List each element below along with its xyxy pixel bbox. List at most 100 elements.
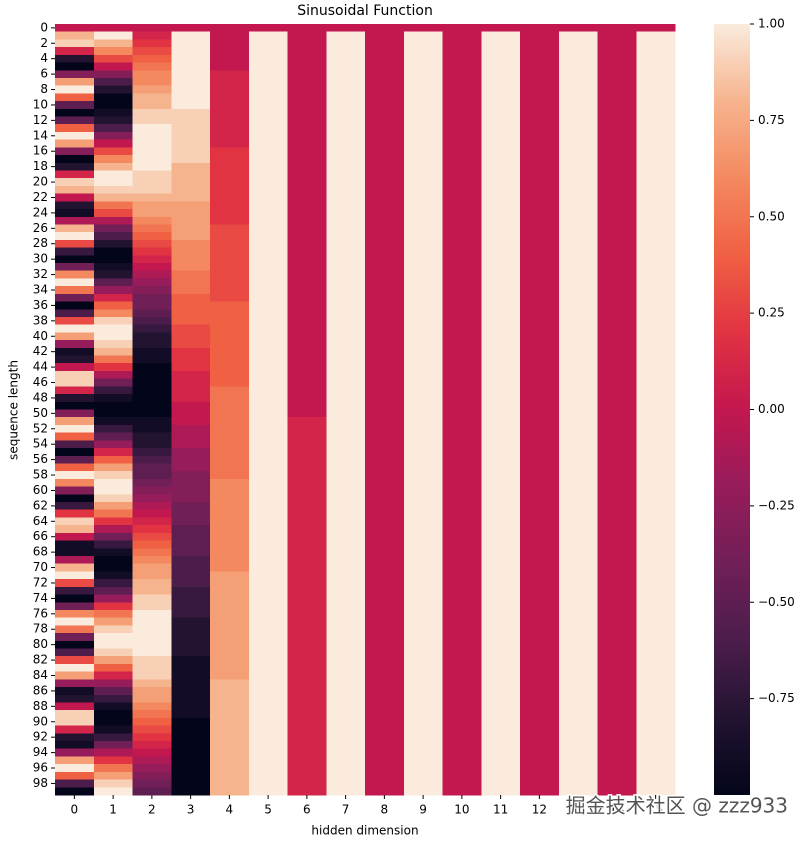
cell	[171, 525, 211, 534]
y-tick-label: 46	[33, 375, 48, 389]
cell	[55, 54, 95, 64]
cell	[403, 455, 444, 465]
cell	[597, 463, 637, 472]
cell	[558, 232, 599, 241]
cell	[558, 756, 599, 765]
cell	[403, 178, 444, 187]
cell	[132, 24, 172, 33]
cell	[558, 586, 599, 596]
cell	[520, 170, 560, 179]
cell	[365, 671, 405, 680]
cell	[520, 131, 560, 141]
cell	[132, 640, 172, 650]
cell	[248, 594, 289, 603]
cell	[481, 378, 521, 387]
cell	[287, 640, 327, 650]
cell	[481, 625, 521, 634]
cell	[365, 756, 405, 765]
cell	[558, 463, 599, 472]
cell	[403, 316, 444, 326]
cell	[326, 232, 366, 241]
cell	[55, 617, 95, 626]
axes: 0 1 2 3 4 5 6 7 8 9 10 11 12 13 14 15024681012141618202…	[33, 17, 795, 817]
cell	[171, 309, 211, 318]
cell	[442, 540, 482, 549]
cell	[403, 224, 444, 233]
cell	[365, 232, 405, 241]
cell	[93, 725, 134, 734]
cell	[365, 663, 405, 673]
cell	[597, 162, 637, 172]
cell	[248, 571, 289, 580]
cell	[132, 185, 172, 195]
cell	[481, 563, 521, 573]
cell	[365, 116, 405, 125]
cell	[597, 748, 637, 758]
cell	[132, 77, 172, 87]
cell	[132, 609, 172, 619]
cell	[481, 24, 521, 33]
cell	[636, 301, 676, 310]
cell	[403, 70, 444, 79]
cell	[55, 201, 95, 210]
x-tick-label: 7	[342, 803, 350, 817]
cell	[558, 39, 599, 48]
cell	[520, 787, 560, 796]
cell	[636, 47, 676, 56]
cell	[326, 478, 366, 488]
cell	[287, 710, 327, 719]
cell	[55, 594, 95, 603]
cell	[520, 455, 560, 465]
cell	[55, 232, 95, 241]
cell	[210, 471, 250, 480]
cell	[93, 201, 134, 210]
cell	[93, 394, 134, 403]
cell	[442, 340, 482, 349]
cell	[287, 409, 327, 418]
cell	[520, 602, 560, 611]
cell	[520, 609, 560, 619]
cell	[558, 417, 599, 426]
cell	[93, 409, 134, 418]
cell	[55, 409, 95, 418]
cell	[365, 725, 405, 734]
cell	[365, 77, 405, 87]
cell	[326, 309, 366, 318]
x-tick-label: 4	[226, 803, 234, 817]
cell	[132, 417, 172, 426]
cell	[597, 625, 637, 634]
cell	[558, 687, 599, 696]
cell	[520, 224, 560, 233]
cell	[558, 710, 599, 719]
cell	[171, 247, 211, 256]
cell	[597, 548, 637, 557]
cell	[442, 671, 482, 680]
cell	[520, 116, 560, 125]
cell	[171, 209, 211, 218]
cell	[597, 108, 637, 118]
cell	[210, 185, 250, 195]
cell	[55, 263, 95, 272]
cell	[403, 663, 444, 673]
cell	[481, 532, 521, 542]
cell	[132, 263, 172, 272]
cell	[520, 579, 560, 588]
cell	[326, 455, 366, 465]
cell	[481, 394, 521, 403]
cell	[287, 386, 327, 395]
cell	[248, 779, 289, 788]
cell	[287, 502, 327, 511]
cell	[597, 440, 637, 449]
cell	[171, 293, 211, 303]
cell	[287, 155, 327, 164]
cell	[171, 193, 211, 202]
cell	[171, 563, 211, 573]
cell	[248, 54, 289, 64]
cell	[210, 70, 250, 79]
cell	[636, 563, 676, 573]
cell	[636, 62, 676, 71]
cell	[403, 571, 444, 580]
cell	[442, 555, 482, 565]
cell	[520, 571, 560, 580]
cell	[93, 517, 134, 526]
